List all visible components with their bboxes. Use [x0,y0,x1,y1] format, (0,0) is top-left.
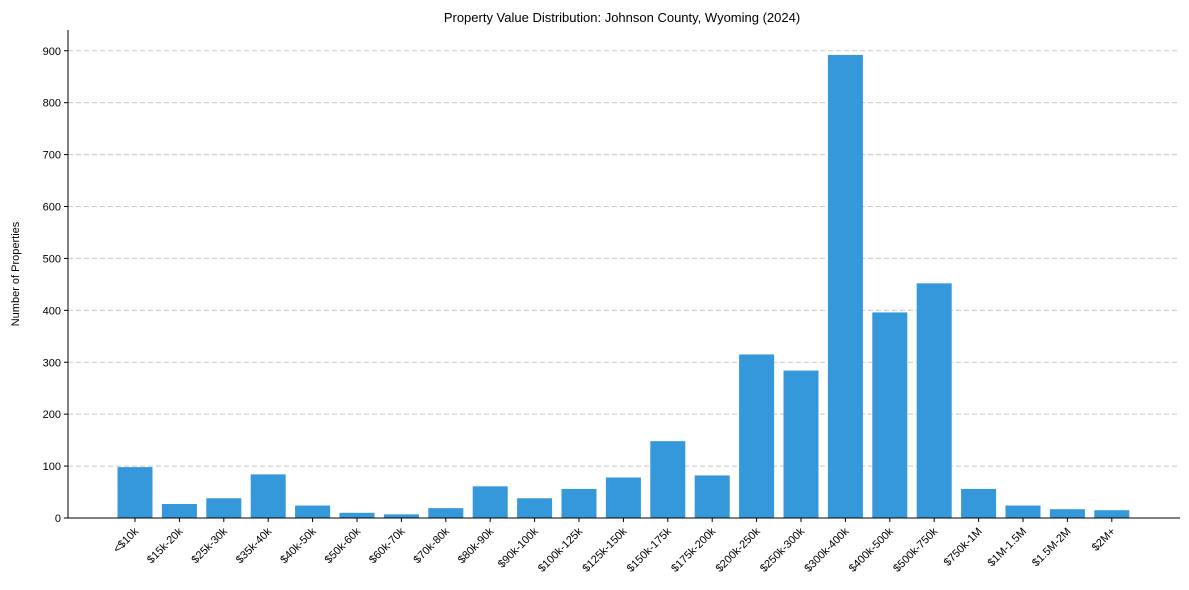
bar-14 [739,354,775,518]
bar-17 [872,312,908,518]
x-tick-label: $25k-30k [189,525,230,566]
bar-22 [1094,510,1130,518]
y-tick-label: 0 [55,513,61,525]
y-axis-label: Number of Properties [10,221,22,326]
x-tick-label: $90k-100k [496,525,541,570]
y-tick-label: 300 [43,357,61,369]
y-tick-label: 200 [43,409,61,421]
bar-1 [161,503,197,518]
x-tick-label: $300k-400k [802,525,851,574]
x-axis-ticks: <$10k $15k-20k $25k-30k $35k-40k $40k-50k $50… [111,518,1118,575]
y-tick-label: 900 [43,46,61,58]
chart-title: Property Value Distribution: Johnson Cou… [444,10,800,25]
bar-15 [783,370,819,518]
x-tick-label: $50k-60k [323,525,364,566]
x-tick-label: $80k-90k [456,525,497,566]
x-tick-label: $125k-150k [580,525,629,574]
x-tick-label: $60k-70k [367,525,408,566]
y-tick-label: 400 [43,305,61,317]
x-tick-label: $15k-20k [145,525,186,566]
x-tick-label: $70k-80k [411,525,452,566]
bar-13 [694,475,730,518]
y-axis-ticks: 0 100 200 300 400 500 600 700 800 900 [43,46,68,525]
bar-3 [250,474,286,518]
y-tick-label: 800 [43,98,61,110]
x-tick-label: $1.5M-2M [1030,526,1074,570]
bar-8 [472,486,508,518]
gridlines [68,50,1180,467]
x-tick-label: $750k-1M [942,526,985,569]
x-tick-label: <$10k [111,525,141,555]
y-tick-label: 500 [43,253,61,265]
y-tick-label: 700 [43,150,61,162]
x-tick-label: $150k-175k [625,525,674,574]
bars [117,54,1130,518]
x-tick-label: $200k-250k [714,525,763,574]
bar-7 [428,508,464,518]
bar-4 [295,505,331,518]
bar-0 [117,467,153,518]
bar-16 [827,54,863,518]
x-tick-label: $400k-500k [847,525,896,574]
x-tick-label: $1M-1.5M [986,526,1030,570]
bar-19 [961,488,997,518]
x-tick-label: $500k-750k [891,525,940,574]
x-tick-label: $35k-40k [234,525,275,566]
y-tick-label: 100 [43,461,61,473]
bar-9 [517,498,553,518]
x-tick-label: $40k-50k [278,525,319,566]
x-tick-label: $175k-200k [669,525,718,574]
bar-21 [1049,509,1085,518]
bar-10 [561,488,597,518]
y-tick-label: 600 [43,202,61,214]
bar-6 [383,514,419,518]
bar-12 [650,441,686,518]
bar-18 [916,283,952,518]
x-tick-label: $250k-300k [758,525,807,574]
bar-5 [339,512,375,518]
bar-20 [1005,505,1041,518]
bar-2 [206,498,242,518]
x-tick-label: $100k-125k [536,525,585,574]
x-tick-label: $2M+ [1090,526,1118,554]
bar-11 [605,477,641,518]
